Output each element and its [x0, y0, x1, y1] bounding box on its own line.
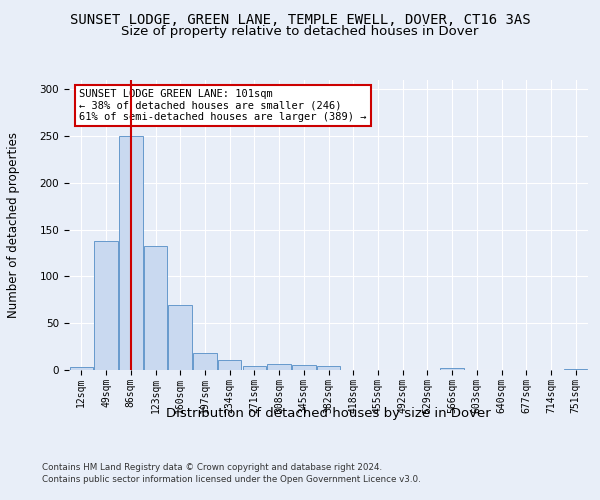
Bar — [169, 306, 192, 370]
Bar — [268, 364, 291, 370]
Bar — [440, 368, 464, 370]
Bar — [292, 366, 316, 370]
Bar — [564, 369, 587, 370]
Bar — [242, 366, 266, 370]
Bar — [218, 360, 241, 370]
Text: SUNSET LODGE, GREEN LANE, TEMPLE EWELL, DOVER, CT16 3AS: SUNSET LODGE, GREEN LANE, TEMPLE EWELL, … — [70, 12, 530, 26]
Bar — [193, 353, 217, 370]
Text: Size of property relative to detached houses in Dover: Size of property relative to detached ho… — [121, 25, 479, 38]
Bar — [94, 241, 118, 370]
Y-axis label: Number of detached properties: Number of detached properties — [7, 132, 20, 318]
Text: Distribution of detached houses by size in Dover: Distribution of detached houses by size … — [166, 408, 491, 420]
Text: Contains public sector information licensed under the Open Government Licence v3: Contains public sector information licen… — [42, 475, 421, 484]
Bar — [144, 246, 167, 370]
Bar — [70, 367, 93, 370]
Text: Contains HM Land Registry data © Crown copyright and database right 2024.: Contains HM Land Registry data © Crown c… — [42, 462, 382, 471]
Text: SUNSET LODGE GREEN LANE: 101sqm
← 38% of detached houses are smaller (246)
61% o: SUNSET LODGE GREEN LANE: 101sqm ← 38% of… — [79, 88, 367, 122]
Bar — [317, 366, 340, 370]
Bar — [119, 136, 143, 370]
